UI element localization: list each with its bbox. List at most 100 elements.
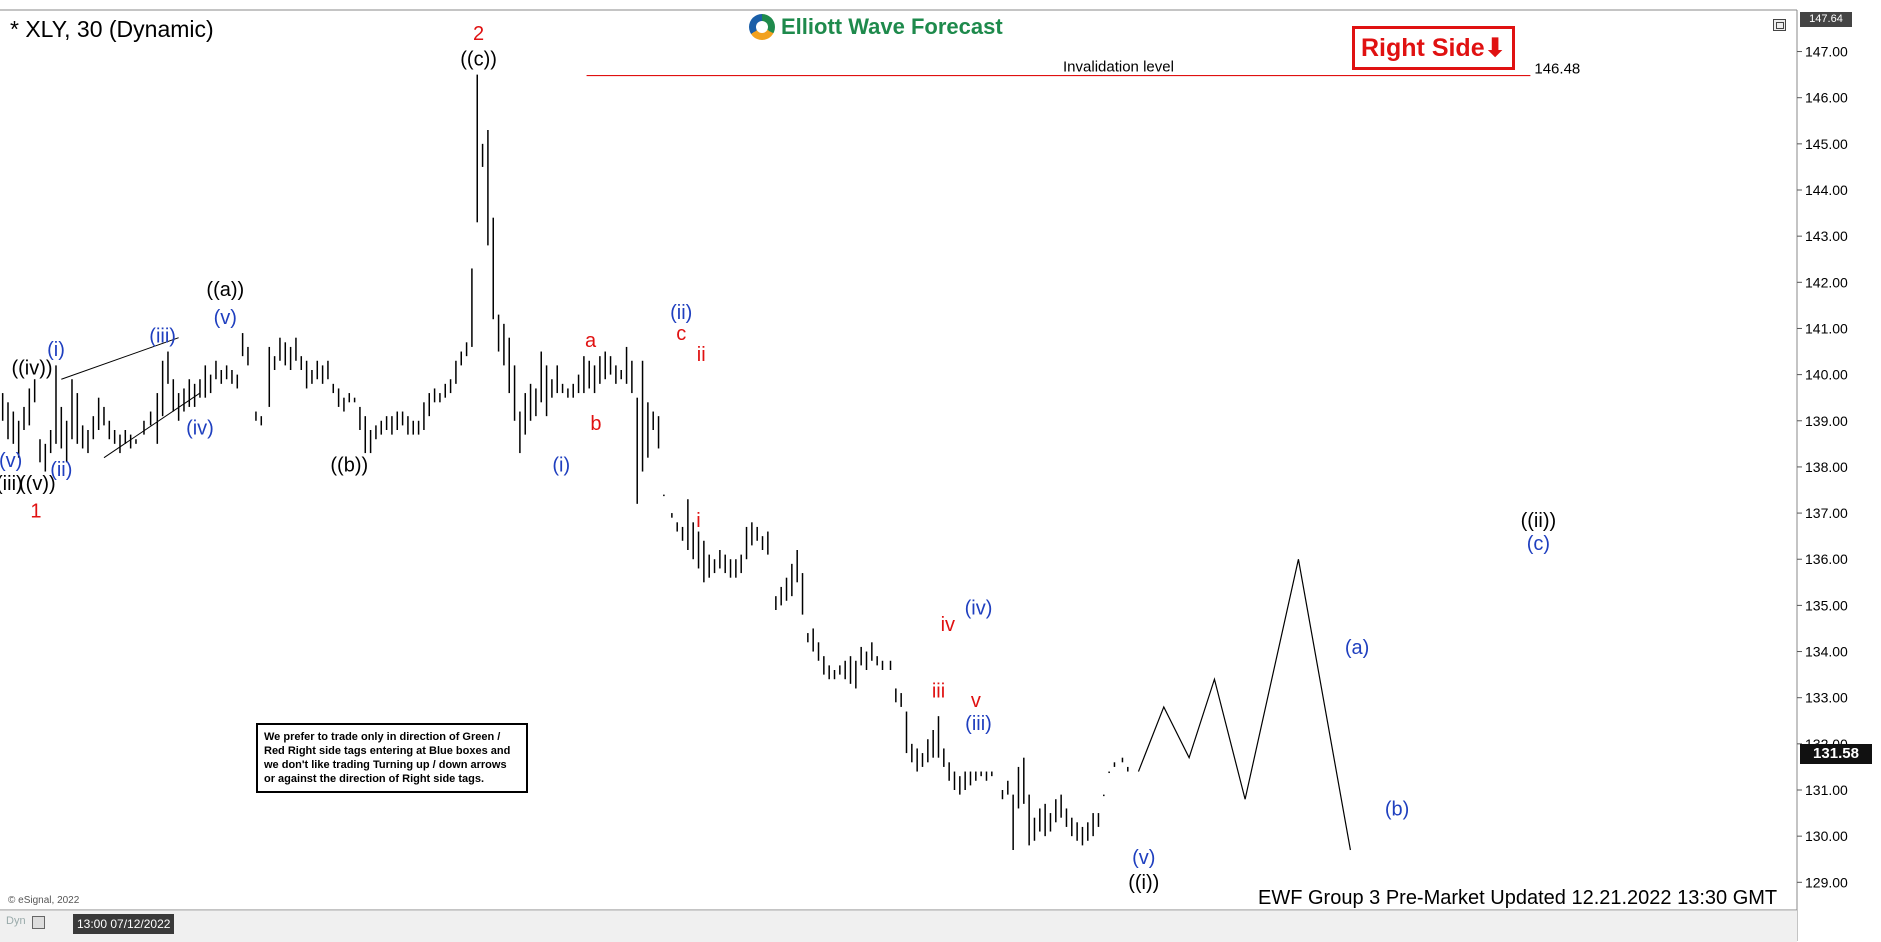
price-bar <box>231 370 233 384</box>
price-bar <box>775 596 777 610</box>
price-bar <box>433 388 436 403</box>
price-bar <box>199 379 201 398</box>
time-cursor-label: 13:00 07/12/2022 <box>73 914 175 934</box>
price-bar <box>751 522 753 546</box>
price-axis-top-label: 147.64 <box>1800 12 1852 27</box>
wave-label: (ii) <box>670 302 692 324</box>
price-bar <box>1087 822 1089 841</box>
price-bar <box>295 337 297 361</box>
price-tick-label: 144.00 <box>1805 182 1848 198</box>
price-bar <box>828 665 830 680</box>
price-tick-label: 135.00 <box>1805 597 1848 613</box>
price-bar <box>911 743 913 763</box>
price-bar <box>681 526 684 541</box>
esignal-copyright: © eSignal, 2022 <box>8 895 80 906</box>
price-bar <box>1 393 4 421</box>
price-bar <box>23 406 25 430</box>
wave-label: ((iv)) <box>11 358 52 380</box>
price-bar <box>905 711 908 754</box>
price-bar <box>401 411 404 426</box>
price-bar <box>7 402 9 440</box>
price-bar <box>465 342 468 357</box>
price-bar <box>871 642 873 661</box>
price-bar <box>337 388 340 407</box>
price-bar <box>348 393 351 403</box>
price-bar <box>204 365 207 398</box>
wave-label: (iii) <box>0 473 23 495</box>
wave-label: b <box>590 413 601 435</box>
wave-label: 2 <box>473 23 484 45</box>
price-bar <box>519 411 521 454</box>
price-bar <box>676 522 678 532</box>
price-bar <box>300 356 303 370</box>
price-bar <box>289 346 292 370</box>
price-bar <box>247 346 249 366</box>
price-tick-label: 147.00 <box>1805 44 1848 60</box>
price-bar <box>991 771 993 777</box>
dyn-label: Dyn <box>6 915 26 927</box>
price-bar <box>385 416 388 430</box>
price-bar <box>1092 813 1094 837</box>
price-bar <box>636 397 638 504</box>
price-bar <box>417 420 420 435</box>
price-bar <box>220 370 223 384</box>
price-bar <box>39 439 41 463</box>
price-bar <box>183 388 185 412</box>
invalidation-value-label: 146.48 <box>1534 61 1580 78</box>
price-bar <box>1103 794 1105 797</box>
price-bar <box>916 748 918 772</box>
price-bar <box>524 393 526 435</box>
price-bar <box>1028 794 1030 846</box>
price-bar <box>172 379 175 412</box>
price-bar <box>103 406 105 426</box>
price-axis[interactable]: 147.00 146.00 145.00 144.00 143.00 142.00 141.… <box>1797 44 1848 891</box>
price-bar <box>785 577 788 601</box>
price-tick-label: 131.00 <box>1805 782 1848 798</box>
price-bar <box>865 651 868 670</box>
right-side-tag: Right Side⬇ <box>1352 26 1515 70</box>
price-bar <box>380 420 383 435</box>
restore-window-icon[interactable] <box>1773 19 1786 31</box>
price-bar <box>697 531 700 569</box>
price-bar <box>561 383 564 394</box>
symbol-title: * XLY, 30 (Dynamic) <box>10 16 214 42</box>
wave-label: (v) <box>1132 847 1155 869</box>
price-bar <box>921 753 924 767</box>
price-bar <box>1055 799 1057 823</box>
price-bar <box>1081 826 1084 846</box>
price-tick-label: 130.00 <box>1805 828 1848 844</box>
price-bar <box>599 356 601 384</box>
price-bar <box>513 365 516 421</box>
price-bar <box>1001 790 1004 800</box>
price-bar <box>503 323 505 366</box>
price-bar <box>273 356 276 370</box>
time-scrollbar[interactable] <box>0 910 1797 942</box>
price-tick-label: 136.00 <box>1805 551 1848 567</box>
price-bar <box>1039 808 1041 832</box>
price-tick-label: 146.00 <box>1805 90 1848 106</box>
price-bar <box>375 425 377 440</box>
price-bar <box>964 771 966 790</box>
price-bar <box>609 356 612 375</box>
price-bar <box>439 393 441 403</box>
price-bar <box>423 402 425 430</box>
price-bar <box>129 434 132 449</box>
price-bar <box>980 771 982 777</box>
price-bar <box>767 531 769 555</box>
price-bar <box>279 337 281 361</box>
price-bar <box>692 522 694 560</box>
wave-label: (iii) <box>149 325 176 347</box>
price-bar <box>260 416 263 426</box>
price-tick-label: 129.00 <box>1805 874 1848 890</box>
price-bar <box>449 379 452 394</box>
price-bar <box>1007 780 1009 795</box>
price-bar <box>119 434 121 454</box>
price-bar <box>663 494 665 497</box>
wave-label: iii <box>932 681 945 703</box>
wave-label: ((v)) <box>19 473 56 495</box>
price-bar <box>87 430 89 454</box>
price-bar <box>780 586 782 606</box>
dyn-toggle[interactable] <box>32 916 45 929</box>
price-tick-label: 137.00 <box>1805 505 1848 521</box>
price-bar <box>932 730 934 758</box>
